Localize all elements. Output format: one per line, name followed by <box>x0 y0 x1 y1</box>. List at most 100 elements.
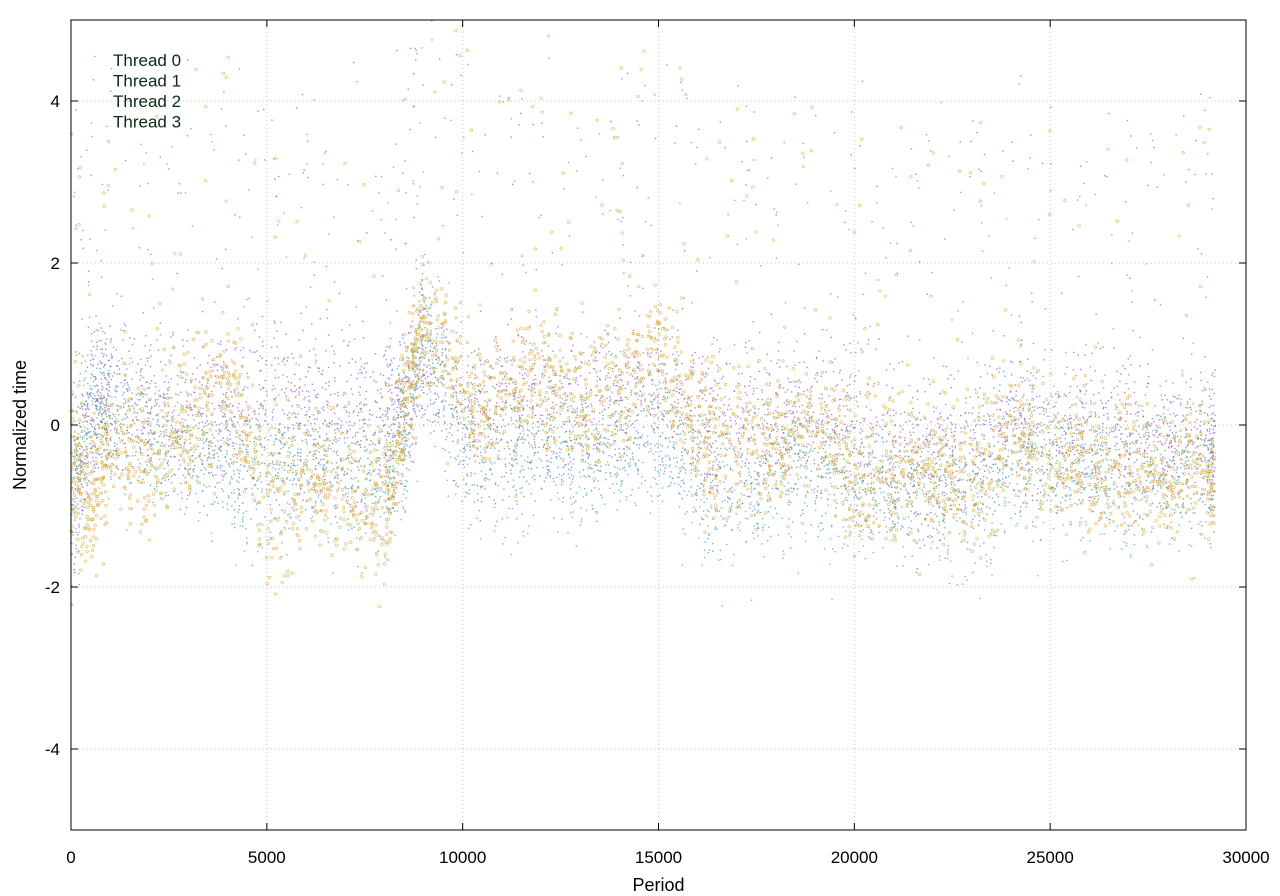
data-point <box>393 408 395 411</box>
data-point <box>408 446 411 448</box>
data-point <box>804 417 806 419</box>
data-point <box>388 378 391 380</box>
data-point <box>237 481 240 483</box>
data-point <box>617 430 619 432</box>
data-point <box>821 421 823 423</box>
data-point <box>1036 435 1039 437</box>
data-point <box>1204 412 1206 414</box>
data-point <box>527 434 529 437</box>
data-point <box>205 468 207 471</box>
data-point <box>91 400 93 402</box>
data-point <box>444 347 447 350</box>
data-point <box>186 400 188 403</box>
data-point <box>164 364 167 366</box>
data-point <box>141 385 143 387</box>
data-point <box>870 530 873 533</box>
data-point <box>875 511 877 514</box>
data-point <box>690 400 693 402</box>
data-point <box>379 441 381 443</box>
data-point <box>738 432 741 434</box>
data-point <box>357 431 359 433</box>
data-point <box>534 378 537 380</box>
data-point <box>748 462 750 464</box>
data-point <box>327 517 329 519</box>
data-point <box>350 374 352 376</box>
data-point <box>506 373 508 375</box>
data-point <box>229 481 231 483</box>
data-point <box>749 495 751 498</box>
data-point <box>1077 428 1079 431</box>
data-point <box>201 429 203 431</box>
data-point <box>707 430 710 433</box>
data-point <box>317 496 319 498</box>
data-point <box>435 367 438 369</box>
data-point <box>882 455 884 457</box>
data-point <box>204 422 207 424</box>
data-point <box>580 375 582 377</box>
data-point <box>185 379 187 381</box>
data-point <box>270 512 272 514</box>
data-point <box>1204 439 1206 441</box>
data-point <box>94 446 97 449</box>
data-point <box>104 342 106 344</box>
data-point <box>246 417 249 419</box>
data-point <box>257 268 259 270</box>
data-point <box>416 405 418 408</box>
data-point <box>96 391 98 393</box>
data-point <box>654 466 657 469</box>
data-point <box>426 393 428 395</box>
data-point <box>226 503 228 505</box>
data-point <box>149 365 152 368</box>
data-point <box>675 465 677 468</box>
data-point <box>1102 449 1104 451</box>
data-point <box>248 468 251 471</box>
data-point <box>299 519 301 521</box>
data-point <box>849 533 852 535</box>
data-point <box>127 478 129 481</box>
data-point <box>592 368 595 370</box>
data-point <box>223 412 225 414</box>
data-point <box>978 412 980 414</box>
data-point <box>405 497 407 499</box>
data-point <box>587 462 589 465</box>
data-point <box>820 489 823 492</box>
data-point <box>259 471 261 474</box>
data-point <box>776 406 779 408</box>
data-point <box>539 418 541 420</box>
data-point <box>96 398 98 400</box>
data-point <box>295 508 298 511</box>
data-point <box>421 344 424 347</box>
data-point <box>179 438 182 440</box>
data-point <box>430 332 432 334</box>
data-point <box>553 426 555 428</box>
data-point <box>213 385 215 387</box>
data-point <box>605 353 607 355</box>
data-point <box>82 462 84 464</box>
data-point <box>234 436 237 438</box>
data-point <box>1129 443 1131 445</box>
data-point <box>124 493 126 496</box>
data-point <box>117 468 119 470</box>
data-point <box>616 399 618 402</box>
data-point <box>562 421 564 423</box>
data-point <box>522 377 524 380</box>
data-point <box>309 367 311 369</box>
data-point <box>314 354 317 356</box>
data-point <box>311 383 313 385</box>
data-point <box>333 450 335 453</box>
data-point <box>527 388 530 391</box>
data-point <box>392 451 394 453</box>
data-point <box>692 450 694 452</box>
data-point <box>917 447 919 449</box>
data-point <box>857 482 859 484</box>
data-point <box>711 399 714 402</box>
data-point <box>767 460 769 463</box>
data-point <box>464 408 466 410</box>
data-point <box>1159 385 1161 387</box>
data-point <box>152 501 154 504</box>
data-point <box>418 291 421 294</box>
data-point <box>177 402 179 404</box>
data-point <box>912 416 915 418</box>
data-point <box>716 485 719 487</box>
data-point <box>407 332 410 334</box>
